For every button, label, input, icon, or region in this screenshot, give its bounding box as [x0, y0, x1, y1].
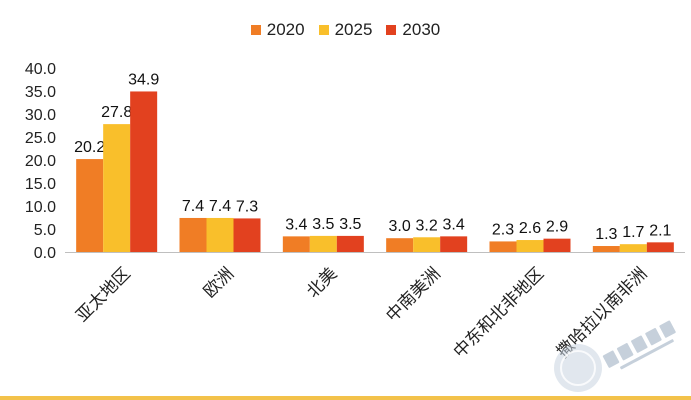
- bar-2025: [413, 237, 441, 252]
- legend: 2020 2025 2030: [0, 19, 691, 41]
- bar-2020: [592, 246, 620, 252]
- legend-item-2020: 2020: [250, 20, 305, 40]
- data-label: 3.2: [416, 217, 438, 234]
- x-tick-label: 中东和北非地区: [450, 264, 548, 362]
- y-tick-label: 20.0: [25, 153, 56, 170]
- data-label: 7.4: [209, 198, 231, 215]
- bar-2025: [516, 240, 544, 252]
- y-tick-label: 15.0: [25, 176, 56, 193]
- bar-2030: [336, 235, 364, 252]
- legend-label-2030: 2030: [402, 20, 441, 39]
- legend-swatch-2025: [318, 25, 329, 35]
- y-tick-label: 35.0: [25, 84, 56, 101]
- legend-label-2025: 2025: [334, 20, 373, 39]
- y-tick-label: 0.0: [34, 245, 56, 262]
- data-label: 7.3: [236, 198, 258, 215]
- legend-item-2030: 2030: [386, 20, 440, 40]
- legend-swatch-2030: [386, 25, 397, 35]
- data-label: 3.4: [443, 216, 465, 233]
- bar-2025: [103, 124, 131, 252]
- bar-2020: [386, 238, 414, 252]
- bar-2025: [206, 217, 234, 252]
- bar-2020: [76, 159, 104, 252]
- data-label: 3.5: [312, 216, 334, 233]
- y-tick-label: 10.0: [25, 199, 56, 216]
- bar-2030: [646, 242, 674, 252]
- data-label: 2.1: [649, 222, 671, 239]
- watermark-logo: [554, 320, 678, 392]
- bar-2025: [619, 244, 647, 252]
- data-label: 3.0: [389, 218, 411, 235]
- bar-2020: [489, 241, 517, 252]
- data-label: 34.9: [128, 71, 159, 88]
- data-label: 2.3: [492, 221, 514, 238]
- data-label: 27.8: [101, 104, 132, 121]
- bottom-border: [0, 396, 691, 400]
- data-label: 1.7: [622, 224, 644, 241]
- x-tick-label: 中南美洲: [382, 264, 444, 326]
- bar-2030: [233, 218, 261, 252]
- bar-2025: [309, 235, 337, 252]
- x-tick-label: 亚太地区: [72, 264, 134, 326]
- bar-2030: [130, 91, 158, 253]
- x-tick-label: 北美: [303, 264, 340, 301]
- data-label: 3.4: [285, 216, 307, 233]
- y-tick-label: 40.0: [25, 61, 56, 78]
- y-tick-label: 30.0: [25, 107, 56, 124]
- data-label: 2.9: [546, 219, 568, 236]
- data-label: 2.6: [519, 220, 541, 237]
- y-tick-label: 5.0: [34, 222, 56, 239]
- data-label: 7.4: [182, 198, 204, 215]
- bar-2030: [440, 236, 468, 252]
- bar-2020: [179, 217, 207, 252]
- x-tick-label: 欧洲: [200, 264, 237, 301]
- data-label: 3.5: [339, 216, 361, 233]
- data-label: 20.2: [74, 139, 105, 156]
- data-label: 1.3: [595, 226, 617, 243]
- y-tick-label: 25.0: [25, 130, 56, 147]
- legend-item-2025: 2025: [318, 20, 373, 40]
- bar-2030: [543, 238, 571, 252]
- legend-swatch-2020: [250, 25, 261, 35]
- bar-2020: [282, 236, 310, 252]
- legend-label-2020: 2020: [266, 20, 305, 39]
